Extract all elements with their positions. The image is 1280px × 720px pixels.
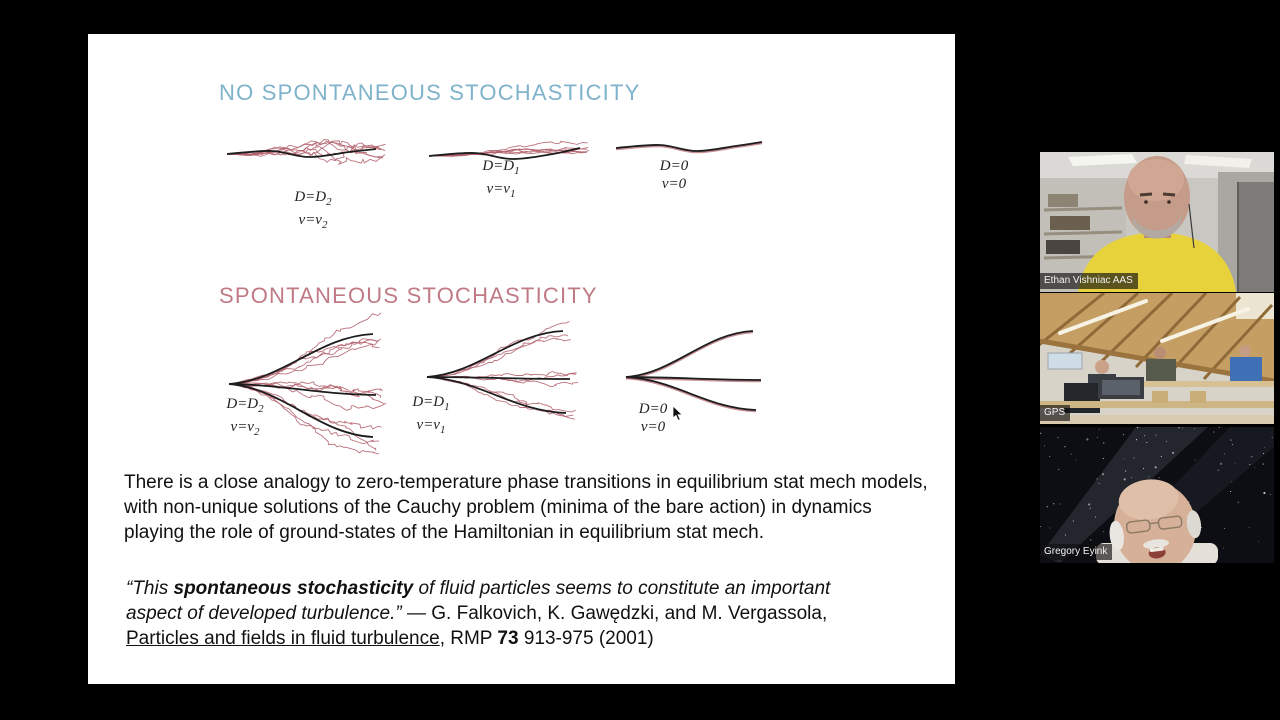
mean-curve: [426, 376, 567, 414]
light-strip: [1160, 307, 1250, 343]
books: [1046, 240, 1080, 254]
noise-path: [228, 338, 378, 385]
trajectory-diagram-top-d2: [226, 139, 386, 166]
attendee-head: [1239, 345, 1251, 357]
citation-pages: 913-975 (2001): [518, 628, 654, 649]
noise-path: [426, 376, 575, 420]
office-door: [1238, 182, 1274, 292]
noise-path: [228, 339, 379, 385]
mean-curve: [228, 383, 374, 438]
table: [1140, 381, 1274, 387]
slide: NO SPONTANEOUS STOCHASTICITY SPONTANEOUS…: [88, 34, 955, 684]
ceiling-light-right: [1184, 155, 1252, 168]
mouse-cursor: [672, 406, 683, 421]
mean-curve: [625, 376, 762, 381]
glasses: [1125, 519, 1151, 534]
quote-lead: “This: [126, 578, 174, 599]
noise-path: [428, 150, 590, 157]
bald-crown: [1128, 159, 1184, 201]
noise-path: [228, 312, 382, 385]
falkovich-quote: “This spontaneous stochasticity of fluid…: [126, 576, 888, 651]
starry-webcam-scene: [1040, 427, 1274, 563]
wood-ceiling: [1040, 293, 1274, 381]
books: [1048, 194, 1078, 207]
noise-path: [426, 337, 571, 378]
noise-path: [426, 320, 570, 378]
noise-path: [228, 338, 382, 385]
trajectory-diagram-top-d1: [428, 140, 590, 160]
participant-name-badge: Gregory Eyink: [1040, 544, 1113, 560]
glasses: [1157, 515, 1183, 530]
diagram-label-top-d0: D=0 v=0: [659, 158, 689, 192]
participant-name-badge: GPS: [1040, 405, 1071, 421]
foreground-table: [1040, 415, 1274, 424]
participant-video-gregory-eyink[interactable]: Gregory Eyink: [1040, 427, 1274, 563]
classroom-webcam-scene: [1040, 293, 1274, 424]
heading-spontaneous-stochasticity: SPONTANEOUS STOCHASTICITY: [219, 283, 598, 308]
participant-video-ethan-vishniac[interactable]: Ethan Vishniac AAS: [1040, 152, 1274, 292]
diagram-label-bot-d2: D=D2 v=v2: [226, 396, 264, 438]
trajectory-diagram-top-d0: [615, 141, 763, 154]
noise-path: [428, 140, 588, 157]
analogy-paragraph: There is a close analogy to zero-tempera…: [124, 472, 928, 543]
table: [1040, 401, 1274, 408]
wall-picture: [1047, 352, 1083, 370]
light-strip: [1058, 299, 1148, 335]
diagram-label-top-d1: D=D1 v=v1: [482, 158, 520, 200]
noise-path: [615, 141, 763, 154]
teeth: [1149, 547, 1164, 553]
citation-title: Particles and fields in fluid turbulence: [126, 628, 440, 649]
diagram-label-bot-d1: D=D1 v=v1: [412, 394, 450, 436]
mean-curve: [426, 376, 571, 380]
white-side-hair: [1186, 510, 1202, 539]
head-group: [1109, 479, 1202, 563]
mean-curve: [625, 330, 754, 378]
mean-curve: [226, 148, 377, 158]
noise-path: [228, 382, 387, 411]
chair: [1190, 391, 1206, 403]
heading-no-spontaneous-stochasticity: NO SPONTANEOUS STOCHASTICITY: [219, 80, 641, 105]
attendee-head: [1154, 347, 1166, 359]
gray-beard: [1131, 208, 1183, 239]
quote-bold-phrase: spontaneous stochasticity: [173, 578, 414, 599]
trajectory-diagram-bot-d0: [625, 330, 762, 413]
attendee-head: [1095, 360, 1109, 374]
trajectory-diagram-bot-d1: [426, 320, 579, 420]
participant-name-badge: Ethan Vishniac AAS: [1040, 273, 1138, 289]
quote-italic-rest: of fluid particles seems to constitute a…: [126, 578, 831, 624]
bald-crown: [1118, 479, 1179, 520]
quote-attribution: — G. Falkovich, K. Gawędzki, and M. Verg…: [401, 603, 828, 624]
ceiling-light-left: [1068, 154, 1137, 166]
books: [1050, 216, 1090, 230]
mean-curve: [426, 330, 564, 378]
mean-curve: [625, 376, 757, 411]
citation-volume: 73: [497, 628, 519, 649]
noise-path: [226, 139, 386, 157]
chair: [1152, 391, 1168, 403]
skylight: [1236, 293, 1274, 319]
office-webcam-scene: [1040, 152, 1274, 292]
diagram-label-bot-d0: D=0 v=0: [638, 401, 668, 435]
earphone-wire: [1188, 203, 1195, 249]
trajectory-diagram-bot-d2: [228, 312, 387, 455]
laptop-screen: [1102, 380, 1140, 395]
white-side-hair: [1109, 520, 1124, 551]
mean-curve: [615, 141, 763, 152]
mean-curve: [228, 383, 377, 396]
white-mustache: [1143, 539, 1169, 549]
noise-path: [625, 376, 757, 413]
mean-curve: [428, 147, 581, 160]
diagram-label-top-d2: D=D2 v=v2: [294, 189, 332, 231]
noise-path: [228, 383, 380, 445]
participant-video-gps-room[interactable]: GPS: [1040, 293, 1274, 424]
citation-journal: , RMP: [439, 628, 498, 649]
mean-curve: [228, 333, 374, 385]
noise-path: [226, 141, 386, 159]
noise-path: [625, 330, 754, 380]
noise-path: [228, 343, 380, 385]
attendee-blue-shirt: [1230, 357, 1262, 383]
attendee: [1146, 359, 1176, 383]
